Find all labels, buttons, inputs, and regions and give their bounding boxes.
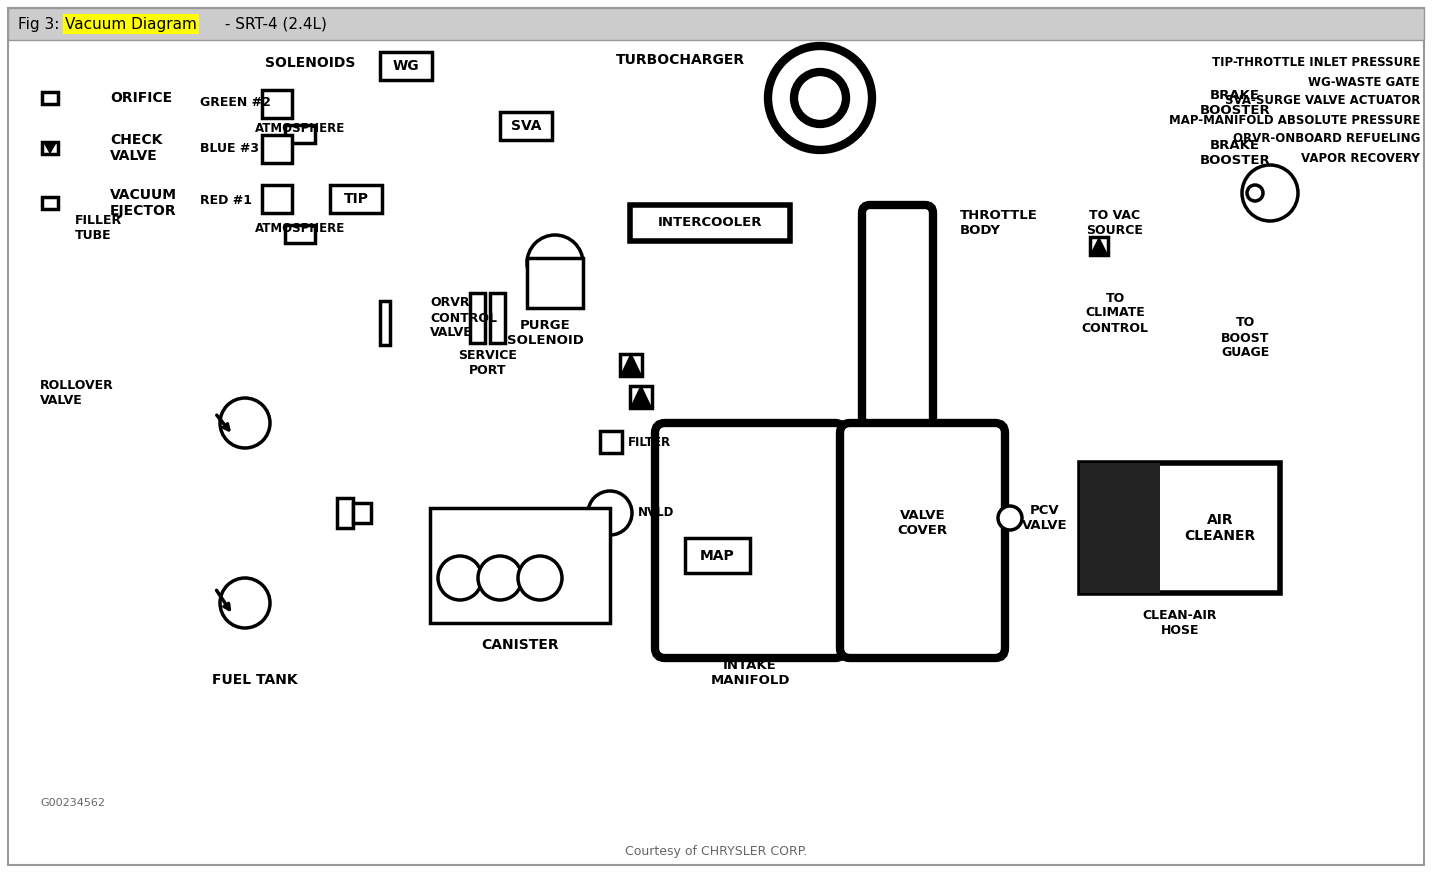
Text: SVA: SVA (511, 119, 541, 133)
Bar (379, 301, 390, 345)
Text: BRAKE
BOOSTER: BRAKE BOOSTER (1200, 139, 1270, 167)
Bar (329, 185, 382, 213)
Circle shape (1247, 185, 1263, 201)
Bar (262, 90, 292, 118)
Text: PCV
VALVE: PCV VALVE (1022, 504, 1068, 532)
Text: ROLLOVER
VALVE: ROLLOVER VALVE (40, 379, 113, 407)
Text: FUEL TANK: FUEL TANK (212, 673, 298, 687)
Text: INTAKE
MANIFOLD: INTAKE MANIFOLD (710, 659, 790, 687)
FancyBboxPatch shape (841, 423, 1005, 658)
Circle shape (768, 46, 872, 150)
Bar (285, 225, 315, 243)
Text: FILTER: FILTER (629, 436, 672, 449)
Bar (527, 258, 583, 308)
Bar (43, 196, 57, 210)
Text: CANISTER: CANISTER (481, 638, 558, 652)
FancyBboxPatch shape (654, 423, 845, 658)
Circle shape (793, 72, 846, 124)
Text: TURBOCHARGER: TURBOCHARGER (616, 53, 745, 67)
Text: THROTTLE
BODY: THROTTLE BODY (959, 209, 1038, 237)
Polygon shape (1091, 238, 1107, 254)
Bar (620, 354, 642, 376)
Text: WG: WG (392, 59, 420, 73)
Text: BLUE #3: BLUE #3 (200, 141, 259, 155)
Text: NVLD: NVLD (639, 506, 674, 519)
Text: VAPOR RECOVERY: VAPOR RECOVERY (1302, 152, 1421, 164)
Text: MAP-MANIFOLD ABSOLUTE PRESSURE: MAP-MANIFOLD ABSOLUTE PRESSURE (1169, 113, 1421, 127)
FancyBboxPatch shape (133, 361, 377, 665)
Bar (43, 92, 57, 104)
Text: ATMOSPHERE: ATMOSPHERE (255, 222, 345, 235)
Text: SERVICE
PORT: SERVICE PORT (458, 349, 517, 377)
Text: GREEN #2: GREEN #2 (200, 97, 271, 109)
Bar (470, 293, 485, 343)
Bar (630, 386, 652, 408)
Bar (337, 498, 354, 528)
Polygon shape (621, 354, 642, 375)
Bar (1080, 463, 1160, 593)
Bar (430, 508, 610, 623)
Bar (262, 135, 292, 163)
Text: ORVR
CONTROL
VALVE: ORVR CONTROL VALVE (430, 297, 497, 340)
Text: TO VAC
SOURCE: TO VAC SOURCE (1087, 209, 1143, 237)
Bar (600, 431, 621, 453)
Bar (262, 185, 292, 213)
Text: BRAKE
BOOSTER: BRAKE BOOSTER (1200, 89, 1270, 117)
Text: TO
CLIMATE
CONTROL: TO CLIMATE CONTROL (1081, 292, 1148, 334)
Bar (630, 205, 790, 241)
Bar (490, 293, 505, 343)
Text: CLEAN-AIR
HOSE: CLEAN-AIR HOSE (1143, 609, 1217, 637)
Text: ORVR-ONBOARD REFUELING: ORVR-ONBOARD REFUELING (1233, 133, 1421, 146)
Bar (684, 538, 750, 573)
Text: INTERCOOLER: INTERCOOLER (657, 217, 762, 230)
Circle shape (438, 556, 483, 600)
Circle shape (518, 556, 561, 600)
Text: TIP-THROTTLE INLET PRESSURE: TIP-THROTTLE INLET PRESSURE (1211, 57, 1421, 70)
Bar (285, 125, 315, 143)
Text: Vacuum Diagram: Vacuum Diagram (64, 17, 196, 31)
Text: PURGE
SOLENOID: PURGE SOLENOID (507, 319, 583, 347)
Polygon shape (632, 386, 652, 407)
Polygon shape (44, 143, 56, 153)
Text: Fig 3:: Fig 3: (19, 17, 64, 31)
Circle shape (527, 235, 583, 291)
Text: SVA-SURGE VALVE ACTUATOR: SVA-SURGE VALVE ACTUATOR (1224, 94, 1421, 107)
Text: CHECK
VALVE: CHECK VALVE (110, 133, 162, 163)
Text: G00234562: G00234562 (40, 798, 105, 808)
Circle shape (998, 506, 1022, 530)
Bar (1090, 237, 1108, 255)
Text: ATMOSPHERE: ATMOSPHERE (255, 121, 345, 134)
Text: VACUUM
EJECTOR: VACUUM EJECTOR (110, 188, 178, 218)
Circle shape (221, 578, 271, 628)
Text: RED #1: RED #1 (200, 194, 252, 207)
Bar (500, 112, 551, 140)
Circle shape (478, 556, 523, 600)
Circle shape (1242, 165, 1297, 221)
Circle shape (221, 398, 271, 448)
Bar (1080, 463, 1280, 593)
Text: - SRT-4 (2.4L): - SRT-4 (2.4L) (221, 17, 326, 31)
Text: AIR
CLEANER: AIR CLEANER (1184, 513, 1256, 543)
Circle shape (589, 491, 632, 535)
Bar (9, 8, 1423, 40)
Text: MAP: MAP (700, 548, 735, 562)
Text: Courtesy of CHRYSLER CORP.: Courtesy of CHRYSLER CORP. (624, 844, 808, 857)
Bar (43, 141, 57, 155)
Text: TIP: TIP (344, 192, 368, 206)
Text: WG-WASTE GATE: WG-WASTE GATE (1309, 75, 1421, 88)
Text: SOLENOIDS: SOLENOIDS (265, 56, 355, 70)
Text: VALVE
COVER: VALVE COVER (898, 509, 948, 537)
Bar (354, 503, 371, 523)
Text: FILLER
TUBE: FILLER TUBE (74, 214, 122, 242)
Bar (379, 52, 432, 80)
Text: TO
BOOST
GUAGE: TO BOOST GUAGE (1221, 317, 1269, 360)
FancyBboxPatch shape (862, 205, 934, 451)
Text: ORIFICE: ORIFICE (110, 91, 172, 105)
